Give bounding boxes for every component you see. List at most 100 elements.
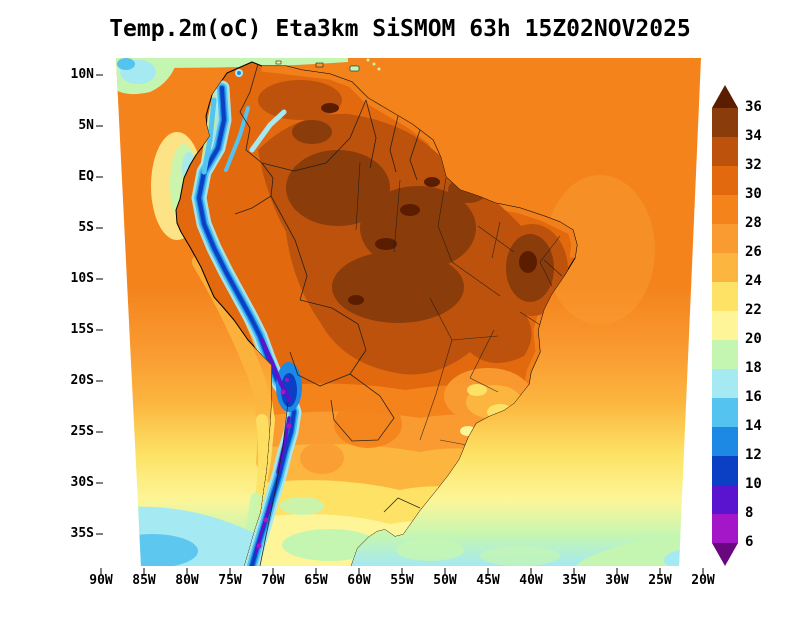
- colorbar-label-10: 10: [745, 476, 762, 492]
- lon-label-50W: 50W: [433, 573, 457, 588]
- lat-label-10N: 10N: [70, 67, 94, 82]
- lat-label-35S: 35S: [70, 526, 94, 541]
- andes-magenta-2: [286, 423, 292, 429]
- lon-label-90W: 90W: [89, 573, 113, 588]
- colorbar-label-36: 36: [745, 99, 762, 115]
- colorbar-segment-t30: [712, 166, 738, 195]
- colorbar-segment-t32: [712, 137, 738, 166]
- lon-label-65W: 65W: [304, 573, 328, 588]
- colombia-cordillera-east: [224, 106, 250, 172]
- nw-argentina-warm-blob: [300, 442, 344, 474]
- colorbar-arrow-top: [712, 85, 738, 108]
- colorbar-segment-t10: [712, 456, 738, 485]
- lon-label-30W: 30W: [605, 573, 629, 588]
- colorbar-label-32: 32: [745, 157, 762, 173]
- lon-label-25W: 25W: [648, 573, 672, 588]
- lon-label-40W: 40W: [519, 573, 543, 588]
- southwest-cold-core: [116, 534, 198, 566]
- amazon-very-hot-1: [286, 150, 390, 226]
- map-region: [106, 58, 701, 566]
- lat-label-30S: 30S: [70, 475, 94, 490]
- colorbar-segment-t34: [712, 108, 738, 137]
- roraima-very-hot: [292, 120, 332, 144]
- south-ocean-green-patch-1: [396, 539, 464, 561]
- pampas-green-1: [282, 529, 378, 561]
- colorbar-segment-t28: [712, 195, 738, 224]
- colorbar-label-20: 20: [745, 331, 762, 347]
- lon-label-35W: 35W: [562, 573, 586, 588]
- central-america-cold-spot: [117, 58, 135, 70]
- colorbar-label-22: 22: [745, 302, 762, 318]
- colorbar-label-26: 26: [745, 244, 762, 260]
- colorbar-label-30: 30: [745, 186, 762, 202]
- extreme-heat-spot-6: [400, 204, 420, 216]
- colorbar-segment-t6: [712, 514, 738, 543]
- lat-label-5N: 5N: [78, 118, 94, 133]
- andes-magenta-5: [285, 378, 289, 382]
- lon-label-80W: 80W: [175, 573, 199, 588]
- merida-andes: [249, 109, 287, 153]
- trinidad-island: [349, 65, 360, 72]
- santa-marta-core: [237, 71, 241, 75]
- colorbar-label-8: 8: [745, 505, 754, 521]
- antilles-island-1: [366, 58, 370, 62]
- colorbar-segment-t24: [712, 253, 738, 282]
- colorbar-label-18: 18: [745, 360, 762, 376]
- colorbar-segment-t8: [712, 485, 738, 514]
- se-highlands-cool-4: [467, 384, 487, 396]
- lat-label-25S: 25S: [70, 424, 94, 439]
- colorbar: [712, 85, 738, 566]
- plot-title: Temp.2m(oC) Eta3km SiSMOM 63h 15Z02NOV20…: [109, 16, 691, 42]
- lon-label-75W: 75W: [218, 573, 242, 588]
- southwest-corner-cold: [116, 555, 138, 566]
- extreme-heat-spot-4: [375, 238, 397, 250]
- paraguay-warm-blob: [334, 400, 402, 448]
- colorbar-label-24: 24: [745, 273, 762, 289]
- andes-magenta-4: [256, 543, 262, 549]
- lon-label-20W: 20W: [691, 573, 715, 588]
- andes-magenta-3: [263, 517, 269, 523]
- colorbar-segment-t18: [712, 340, 738, 369]
- lat-label-15S: 15S: [70, 322, 94, 337]
- lat-label-20S: 20S: [70, 373, 94, 388]
- lon-label-70W: 70W: [261, 573, 285, 588]
- lat-label-10S: 10S: [70, 271, 94, 286]
- colorbar-label-6: 6: [745, 534, 754, 550]
- colorbar-label-12: 12: [745, 447, 762, 463]
- lat-label-5S: 5S: [78, 220, 94, 235]
- venezuela-hot-blob: [258, 80, 342, 120]
- extreme-heat-spot-3: [519, 251, 537, 273]
- central-brazil-very-hot: [332, 251, 464, 323]
- southeast-corner-cold: [664, 549, 701, 566]
- colorbar-label-16: 16: [745, 389, 762, 405]
- colombia-cordillera-west: [201, 97, 217, 175]
- south-ocean-green-patch-2: [480, 546, 560, 566]
- curacao-island: [275, 60, 282, 65]
- antilles-island-2: [372, 62, 376, 66]
- altiplano-core: [281, 373, 297, 407]
- extreme-heat-spot-1: [321, 103, 339, 113]
- colorbar-segment-t14: [712, 398, 738, 427]
- colorbar-segment-t26: [712, 224, 738, 253]
- andes-magenta-1: [280, 389, 286, 395]
- colorbar-label-14: 14: [745, 418, 762, 434]
- extreme-heat-spot-5: [348, 295, 364, 305]
- colorbar-label-28: 28: [745, 215, 762, 231]
- lon-label-45W: 45W: [476, 573, 500, 588]
- lon-label-55W: 55W: [390, 573, 414, 588]
- colorbar-arrow-bottom: [712, 543, 738, 566]
- colorbar-segment-t20: [712, 311, 738, 340]
- axis-ticks: [96, 74, 704, 574]
- margarita-island: [315, 62, 324, 68]
- extreme-heat-spot-2: [424, 177, 440, 187]
- lon-label-60W: 60W: [347, 573, 371, 588]
- galapagos-island: [106, 178, 110, 182]
- colorbar-segment-t16: [712, 369, 738, 398]
- colorbar-segment-t12: [712, 427, 738, 456]
- atlantic-light-patch: [545, 175, 655, 325]
- country-borders: [234, 63, 421, 566]
- lat-label-EQ: EQ: [78, 169, 94, 184]
- colorbar-label-34: 34: [745, 128, 762, 144]
- colorbar-segment-t22: [712, 282, 738, 311]
